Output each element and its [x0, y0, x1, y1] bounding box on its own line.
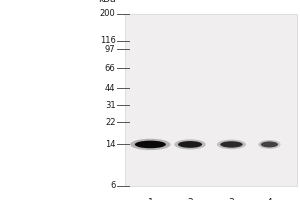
- Text: 2: 2: [187, 198, 193, 200]
- Ellipse shape: [130, 139, 171, 150]
- Text: 6: 6: [110, 182, 116, 190]
- Ellipse shape: [217, 140, 246, 149]
- Text: 22: 22: [105, 118, 116, 127]
- Text: 97: 97: [105, 45, 116, 54]
- Text: 14: 14: [105, 140, 116, 149]
- Text: 116: 116: [100, 36, 116, 45]
- Ellipse shape: [135, 141, 166, 148]
- Text: 200: 200: [100, 9, 116, 18]
- Ellipse shape: [178, 141, 202, 148]
- Text: 44: 44: [105, 84, 116, 93]
- Text: 4: 4: [267, 198, 272, 200]
- Text: 31: 31: [105, 101, 116, 110]
- Ellipse shape: [261, 141, 278, 147]
- Ellipse shape: [220, 141, 243, 148]
- Ellipse shape: [174, 139, 206, 150]
- FancyBboxPatch shape: [124, 14, 297, 186]
- Text: 1: 1: [148, 198, 153, 200]
- Text: 66: 66: [105, 64, 116, 73]
- Text: kDa: kDa: [98, 0, 116, 4]
- Text: 3: 3: [229, 198, 234, 200]
- Ellipse shape: [258, 140, 281, 149]
